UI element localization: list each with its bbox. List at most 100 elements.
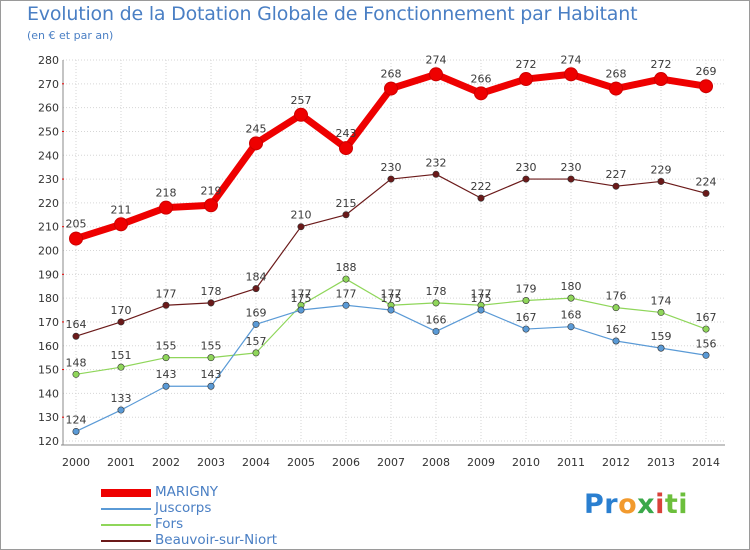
data-label: 230 — [516, 161, 537, 174]
data-point — [207, 299, 215, 307]
x-tick-label: 2007 — [377, 456, 405, 469]
data-label: 272 — [651, 58, 672, 71]
data-label: 188 — [336, 261, 357, 274]
data-label: 272 — [516, 58, 537, 71]
data-point — [342, 275, 350, 283]
data-label: 274 — [561, 53, 582, 66]
data-label: 133 — [111, 392, 132, 405]
data-label: 167 — [516, 311, 537, 324]
data-label: 155 — [201, 340, 222, 353]
y-tick-label: 280 — [38, 54, 59, 67]
data-point — [522, 175, 530, 183]
data-label: 177 — [156, 287, 177, 300]
data-label: 155 — [156, 340, 177, 353]
data-point — [297, 306, 305, 314]
data-label: 269 — [696, 65, 717, 78]
data-point — [159, 200, 173, 215]
y-tick-label: 190 — [38, 268, 59, 281]
data-point — [204, 198, 218, 213]
logo-part: i — [655, 489, 665, 520]
data-label: 232 — [426, 156, 447, 169]
data-point — [114, 217, 128, 232]
data-point — [612, 182, 620, 190]
data-point — [342, 211, 350, 219]
data-point — [387, 306, 395, 314]
legend-swatch — [101, 524, 151, 526]
data-point — [567, 175, 575, 183]
x-tick-label: 2011 — [557, 456, 585, 469]
data-label: 227 — [606, 168, 627, 181]
logo-part: o — [618, 489, 638, 520]
data-label: 124 — [66, 413, 87, 426]
data-point — [162, 382, 170, 390]
data-point — [564, 67, 578, 82]
data-label: 169 — [246, 306, 267, 319]
data-label: 167 — [696, 311, 717, 324]
data-label: 229 — [651, 163, 672, 176]
x-tick-label: 2008 — [422, 456, 450, 469]
data-label: 218 — [156, 187, 177, 200]
data-point — [72, 370, 80, 378]
data-label: 257 — [291, 94, 312, 107]
data-label: 166 — [426, 313, 447, 326]
data-label: 243 — [336, 127, 357, 140]
data-label: 177 — [336, 287, 357, 300]
data-point — [117, 363, 125, 371]
y-tick-label: 130 — [38, 411, 59, 424]
data-point — [477, 306, 485, 314]
data-label: 177 — [381, 287, 402, 300]
y-tick-label: 250 — [38, 125, 59, 138]
data-label: 177 — [471, 287, 492, 300]
data-label: 178 — [426, 285, 447, 298]
series-beauvoir-sur-niort: 164 170 177 178 184 210 215 230 232 222 230 230 227 2… — [66, 156, 717, 340]
data-point — [207, 354, 215, 362]
chart-subtitle: (en € et par an) — [27, 29, 114, 42]
data-label: 180 — [561, 280, 582, 293]
x-tick-label: 2000 — [62, 456, 90, 469]
data-point — [429, 67, 443, 82]
data-point — [612, 337, 620, 345]
y-tick-label: 240 — [38, 149, 59, 162]
x-tick-label: 2005 — [287, 456, 315, 469]
data-point — [252, 320, 260, 328]
data-point — [522, 297, 530, 305]
data-label: 184 — [246, 271, 267, 284]
data-point — [609, 81, 623, 96]
data-label: 274 — [426, 53, 447, 66]
series-marigny: 205 211 218 219 245 257 243 268 274 266 272 274 268 2… — [66, 53, 717, 246]
data-label: 175 — [381, 292, 402, 305]
y-tick-label: 210 — [38, 221, 59, 234]
y-tick-label: 180 — [38, 292, 59, 305]
data-point — [657, 177, 665, 185]
data-label: 175 — [291, 292, 312, 305]
data-label: 205 — [66, 218, 87, 231]
data-label: 174 — [651, 294, 672, 307]
data-point — [567, 323, 575, 331]
data-label: 245 — [246, 122, 267, 135]
data-label: 210 — [291, 209, 312, 222]
data-point — [432, 299, 440, 307]
x-tick-label: 2010 — [512, 456, 540, 469]
data-point — [72, 427, 80, 435]
data-point — [474, 86, 488, 101]
data-point — [654, 72, 668, 87]
x-tick-label: 2003 — [197, 456, 225, 469]
data-label: 268 — [606, 68, 627, 81]
data-label: 230 — [381, 161, 402, 174]
data-label: 224 — [696, 175, 717, 188]
x-tick-label: 2014 — [692, 456, 720, 469]
x-tick-label: 2013 — [647, 456, 675, 469]
series-fors: 148 151 155 155 157 177 188 177 178 177 179 180 176 1… — [66, 261, 717, 378]
y-tick-label: 160 — [38, 340, 59, 353]
data-label: 148 — [66, 356, 87, 369]
data-point — [72, 332, 80, 340]
data-point — [294, 107, 308, 122]
data-label: 164 — [66, 318, 87, 331]
data-point — [384, 81, 398, 96]
data-label: 177 — [291, 287, 312, 300]
data-label: 151 — [111, 349, 132, 362]
data-point — [702, 351, 710, 359]
data-point — [657, 308, 665, 316]
data-point — [387, 175, 395, 183]
